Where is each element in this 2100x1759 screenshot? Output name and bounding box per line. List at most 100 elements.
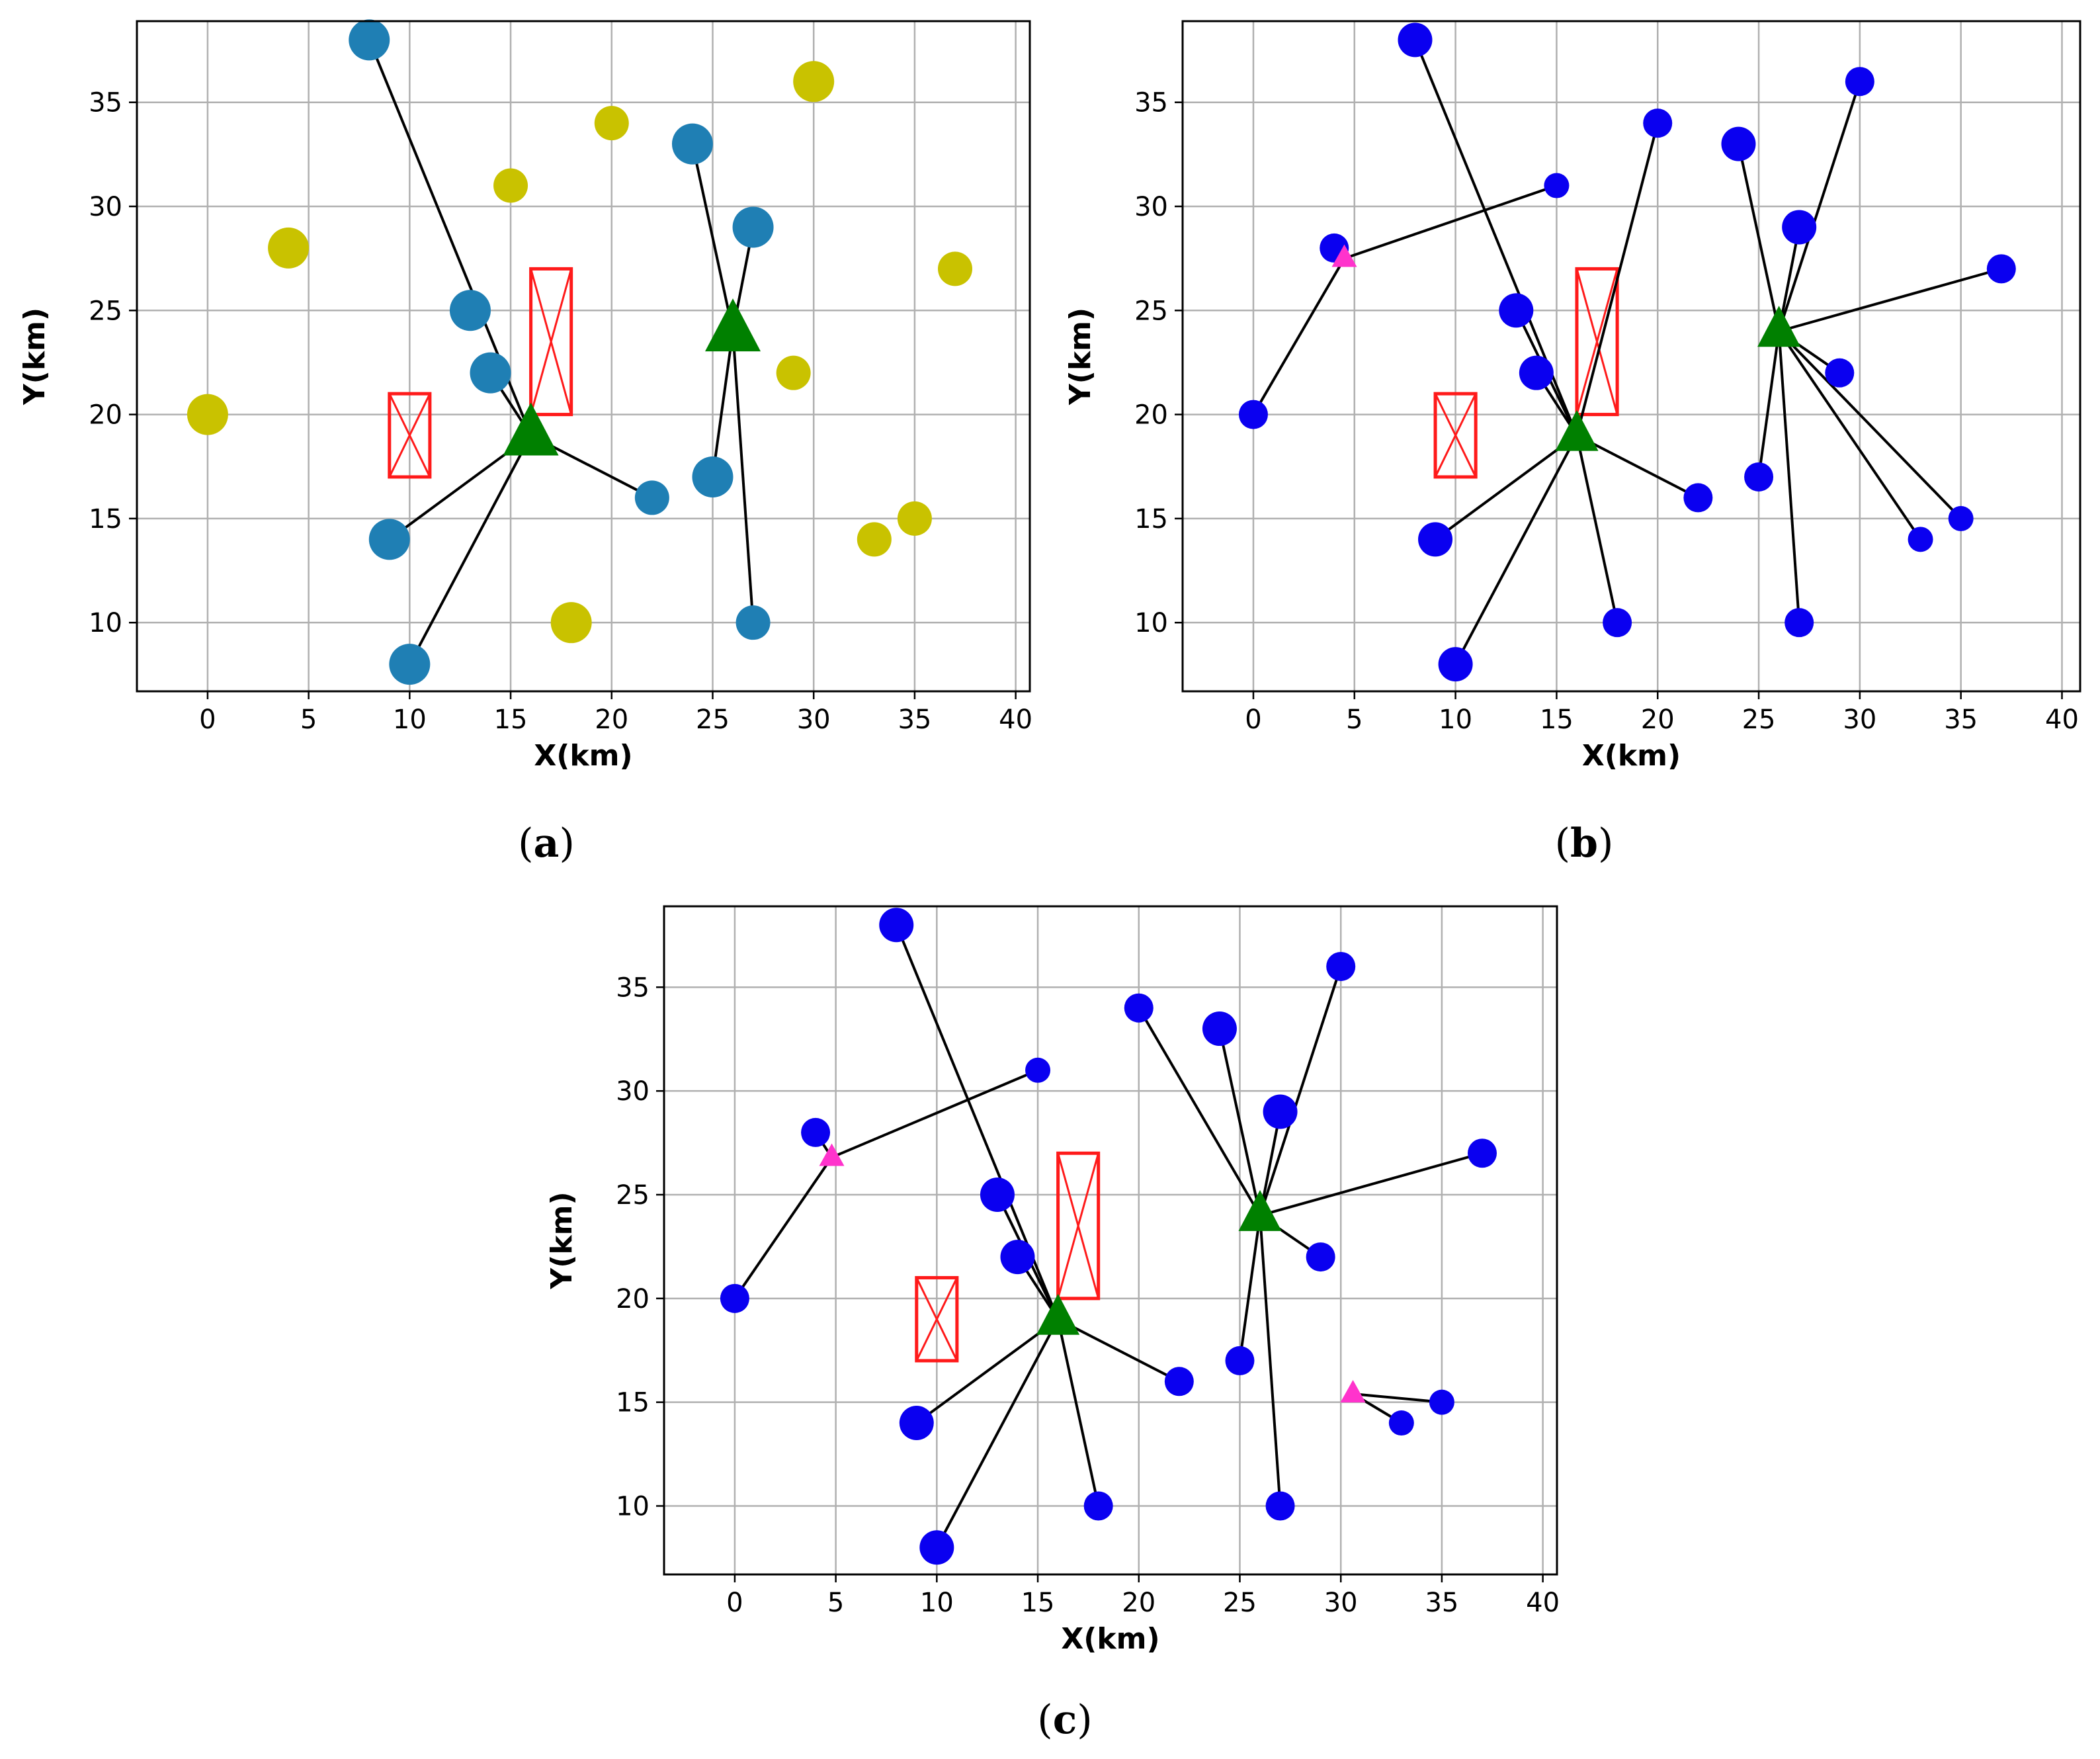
node-point <box>1438 647 1473 682</box>
node-point <box>793 61 835 103</box>
link-line <box>935 1318 1060 1549</box>
node-point <box>801 1117 831 1147</box>
link-line <box>1138 1007 1261 1217</box>
link-line <box>1737 144 1781 332</box>
obstacle-rect <box>1575 267 1619 417</box>
plot-frame <box>663 905 1558 1576</box>
node-point <box>1948 505 1974 531</box>
link-line <box>711 331 734 478</box>
node-point <box>634 480 669 515</box>
relay-triangle <box>819 1143 845 1166</box>
x-tick-label: 0 <box>199 705 216 735</box>
obstacle <box>1433 392 1478 479</box>
y-tick-label: 15 <box>1134 504 1168 535</box>
panel-caption-letter: b <box>1570 820 1598 867</box>
node-point <box>1643 108 1673 138</box>
obstacle <box>388 392 432 479</box>
node-point <box>671 123 713 165</box>
link-line <box>1353 1393 1443 1404</box>
obstacle-rect <box>1056 1151 1101 1301</box>
node-point <box>1544 173 1570 198</box>
node-point <box>470 352 511 394</box>
obstacle-cross <box>388 393 431 478</box>
node-point <box>389 644 431 685</box>
node-point <box>899 1406 934 1441</box>
obstacle-cross <box>915 1277 958 1361</box>
x-tick-label: 25 <box>696 705 730 735</box>
obstacle-rect <box>529 267 573 417</box>
x-tick-label: 5 <box>300 705 317 735</box>
y-axis-title: Y(km) <box>545 1191 579 1289</box>
node-point <box>1164 1367 1194 1396</box>
panel-c: 0 5 10 15 20 25 30 35 40 10 15 20 25 30 35 X(km) Y(km) (c… <box>545 905 1560 1743</box>
node-point <box>1398 22 1433 58</box>
link-line <box>1777 331 1801 623</box>
y-tick-label: 15 <box>616 1388 650 1418</box>
y-axis-title: Y(km) <box>1064 308 1097 406</box>
node-point <box>1238 400 1268 429</box>
link-line <box>1434 434 1578 540</box>
obstacle <box>915 1275 959 1363</box>
plot-frame <box>1181 20 2081 693</box>
obstacle <box>1056 1151 1101 1301</box>
x-tick-label: 30 <box>1324 1588 1358 1618</box>
node-point <box>368 519 410 560</box>
x-tick-label: 25 <box>1223 1588 1257 1618</box>
link-line <box>915 1318 1059 1424</box>
link-line <box>408 435 532 665</box>
node-point <box>1908 527 1933 552</box>
panel-a: 0 5 10 15 20 25 30 35 40 10 15 20 25 30 35 X(km) Y(km) (a… <box>18 19 1032 867</box>
node-point <box>1388 1410 1414 1436</box>
node-point <box>1519 355 1554 390</box>
panel-caption: (b) <box>1555 820 1614 867</box>
link-line <box>734 1156 833 1299</box>
link-line <box>1778 330 1962 520</box>
link-line <box>1779 267 2002 333</box>
node-point <box>1683 483 1713 513</box>
x-tick-label: 5 <box>1346 705 1363 735</box>
y-tick-label: 35 <box>1134 88 1168 118</box>
y-tick-label: 20 <box>1134 400 1168 431</box>
node-point <box>1263 1094 1298 1129</box>
x-axis-title: X(km) <box>1582 739 1681 773</box>
node-point <box>692 456 734 497</box>
node-point <box>857 522 892 557</box>
x-tick-label: 15 <box>494 705 528 735</box>
node-point <box>980 1177 1015 1212</box>
base-station-triangle <box>1757 306 1801 347</box>
link-line <box>1252 257 1346 415</box>
x-tick-label: 15 <box>1540 705 1574 735</box>
base-station-triangle <box>1555 409 1599 451</box>
node-point <box>1986 254 2016 284</box>
obstacle-cross <box>1057 1152 1100 1299</box>
node-point <box>268 227 310 269</box>
node-point <box>937 251 972 286</box>
x-tick-label: 10 <box>920 1588 954 1618</box>
node-point <box>449 290 491 331</box>
node-point <box>594 106 629 141</box>
node-point <box>1603 608 1632 638</box>
link-line <box>1777 81 1861 332</box>
link-line <box>1259 966 1343 1216</box>
x-tick-label: 5 <box>827 1588 844 1618</box>
panel-caption: (c) <box>1037 1697 1092 1743</box>
node-point <box>187 394 228 435</box>
relay-triangle <box>1331 244 1357 267</box>
x-tick-label: 10 <box>1439 705 1472 735</box>
y-tick-label: 25 <box>89 296 122 326</box>
node-point <box>1825 358 1855 388</box>
relay-triangle <box>1340 1380 1366 1403</box>
obstacle-cross <box>1434 393 1477 478</box>
base-station-triangle <box>1238 1189 1282 1231</box>
node-point <box>1467 1138 1497 1168</box>
node-point <box>1326 951 1356 981</box>
x-tick-label: 40 <box>2045 705 2079 735</box>
y-tick-label: 10 <box>89 608 122 638</box>
x-tick-label: 20 <box>1641 705 1675 735</box>
obstacle <box>1575 267 1619 417</box>
link-line <box>1575 122 1659 436</box>
obstacle-cross <box>1575 268 1618 415</box>
node-point <box>1429 1389 1454 1415</box>
node-point <box>1083 1491 1113 1521</box>
